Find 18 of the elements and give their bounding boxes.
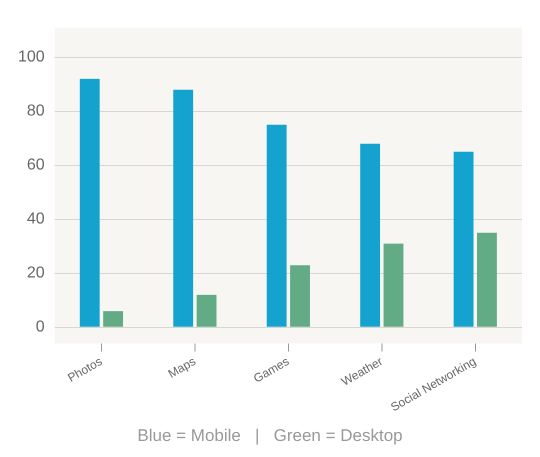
- bar: [196, 294, 216, 327]
- bar: [103, 311, 124, 327]
- bar: [266, 124, 287, 327]
- bar: [360, 144, 380, 327]
- bar: [80, 78, 100, 327]
- y-tick-label: 40: [26, 210, 45, 228]
- y-tick-label: 60: [26, 156, 45, 174]
- y-tick-label: 100: [18, 48, 45, 66]
- bar: [454, 152, 474, 327]
- y-tick-label: 20: [26, 264, 45, 282]
- bar: [384, 244, 404, 327]
- y-tick-label: 0: [36, 318, 45, 336]
- x-tick-label: Maps: [166, 354, 198, 381]
- bar: [173, 90, 194, 327]
- bar: [477, 232, 497, 327]
- bar: [290, 265, 310, 327]
- text: Blue = Mobile | Green = Desktop: [136, 426, 404, 446]
- y-tick-label: 80: [26, 102, 45, 120]
